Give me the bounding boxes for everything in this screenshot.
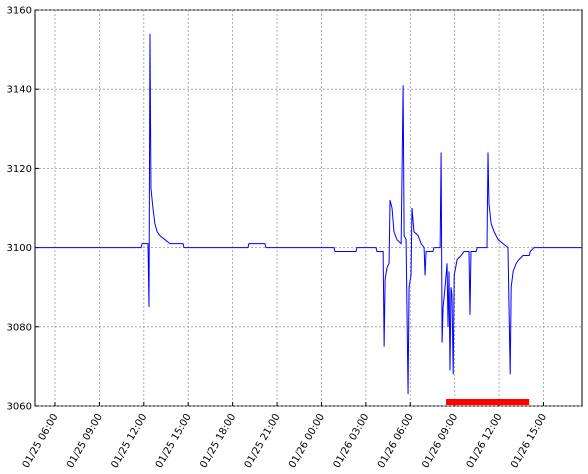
x-tick-label: 01/25 15:00 bbox=[154, 412, 194, 470]
x-tick-label: 01/25 21:00 bbox=[243, 412, 283, 470]
x-tick-label: 01/25 12:00 bbox=[109, 412, 149, 470]
x-tick-label: 01/26 03:00 bbox=[332, 412, 372, 470]
series-line bbox=[35, 33, 582, 395]
y-tick-label: 3060 bbox=[7, 402, 32, 413]
x-tick-label: 01/26 06:00 bbox=[376, 412, 416, 470]
y-tick-label: 3080 bbox=[7, 322, 32, 333]
x-tick-label: 01/25 18:00 bbox=[198, 412, 238, 470]
x-tick-label: 01/26 00:00 bbox=[287, 412, 327, 470]
x-tick-label: 01/26 09:00 bbox=[420, 412, 460, 470]
y-tick-label: 3140 bbox=[7, 85, 32, 96]
x-tick-label: 01/26 12:00 bbox=[465, 412, 505, 470]
plot-frame bbox=[34, 9, 583, 407]
y-tick-label: 3100 bbox=[7, 243, 32, 254]
y-tick-label: 3120 bbox=[7, 164, 32, 175]
x-tick-label: 01/26 15:00 bbox=[509, 412, 549, 470]
y-tick-label: 3160 bbox=[7, 6, 32, 17]
x-tick-label: 01/25 09:00 bbox=[65, 412, 105, 470]
x-tick-label: 01/25 06:00 bbox=[21, 412, 61, 470]
